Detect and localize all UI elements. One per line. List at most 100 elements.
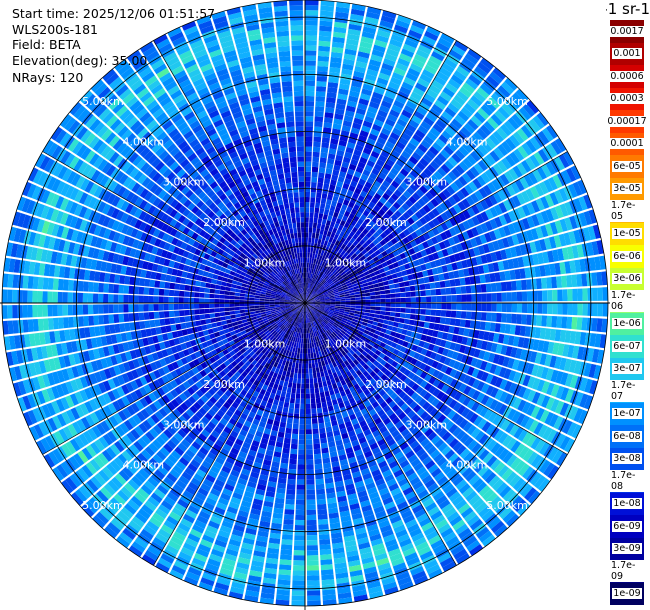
ppi-gate: [339, 292, 345, 296]
ppi-gate: [366, 323, 373, 328]
ppi-gate: [568, 231, 577, 245]
ppi-gate: [333, 211, 339, 218]
ppi-gate: [289, 402, 295, 409]
ppi-gate: [328, 77, 339, 84]
ppi-gate: [331, 276, 337, 281]
ppi-gate: [569, 374, 579, 389]
ppi-gate: [478, 330, 485, 340]
ppi-gate: [582, 288, 588, 301]
ppi-gate: [441, 332, 449, 340]
ppi-gate: [310, 197, 316, 203]
ppi-gate: [484, 169, 495, 181]
ppi-gate: [314, 280, 318, 286]
ppi-gate: [424, 428, 434, 438]
ppi-gate: [421, 521, 434, 532]
ppi-gate: [429, 316, 436, 323]
ppi-gate: [554, 220, 563, 234]
ppi-gate: [387, 380, 396, 389]
ppi-gate: [365, 374, 373, 381]
ppi-gate: [458, 463, 470, 475]
ppi-gate: [348, 314, 354, 319]
ppi-gate: [477, 144, 489, 156]
ppi-gate: [416, 303, 422, 309]
ppi-gate: [384, 377, 392, 385]
ppi-gate: [505, 346, 513, 357]
ppi-gate: [453, 225, 462, 235]
ppi-gate: [391, 464, 401, 474]
ppi-gate: [436, 371, 445, 381]
ppi-gate: [382, 393, 390, 401]
ppi-gate: [368, 242, 376, 249]
ppi-gate: [364, 347, 371, 354]
ppi-gate: [434, 99, 446, 110]
ppi-gate: [421, 194, 430, 204]
ppi-gate: [332, 195, 339, 202]
ppi-gate: [364, 338, 371, 344]
ppi-gate: [355, 229, 362, 236]
ppi-gate: [469, 166, 480, 178]
ppi-gate: [509, 246, 518, 258]
ppi-gate: [568, 406, 579, 421]
ppi-gate: [413, 179, 422, 188]
ppi-gate: [344, 311, 350, 315]
ppi-gate: [419, 371, 428, 380]
ppi-gate: [489, 363, 498, 374]
ppi-gate: [310, 242, 314, 249]
ppi-gate: [490, 252, 498, 262]
ppi-gate: [300, 393, 305, 399]
ppi-gate: [497, 465, 510, 478]
ppi-gate: [376, 356, 383, 363]
ppi-gate: [305, 146, 312, 152]
ppi-gate: [406, 186, 415, 196]
ppi-gate: [316, 498, 327, 505]
ppi-gate: [338, 261, 344, 267]
ppi-gate: [332, 288, 338, 292]
ppi-gate: [368, 408, 377, 417]
ppi-gate: [366, 68, 379, 77]
ppi-gate: [317, 503, 327, 510]
ppi-gate: [310, 278, 313, 284]
ppi-gate: [309, 305, 314, 309]
ppi-gate: [471, 368, 480, 378]
ppi-gate: [305, 383, 310, 389]
ppi-gate: [399, 334, 406, 341]
ppi-gate: [592, 303, 598, 317]
ppi-gate: [511, 313, 517, 324]
ppi-gate: [461, 57, 476, 69]
ppi-gate: [310, 303, 316, 304]
ppi-gate: [308, 232, 312, 238]
ppi-gate: [532, 115, 545, 130]
ppi-gate: [394, 451, 404, 460]
ppi-gate: [386, 240, 394, 248]
ppi-gate: [321, 267, 325, 273]
ppi-gate: [427, 395, 436, 404]
ppi-gate: [298, 449, 305, 455]
ppi-gate: [299, 424, 305, 430]
ppi-gate: [584, 332, 592, 346]
ppi-gate: [358, 317, 364, 322]
ppi-gate: [415, 296, 422, 303]
ppi-gate: [400, 482, 412, 492]
ppi-gate: [307, 288, 310, 294]
ppi-gate: [317, 330, 321, 336]
ppi-gate: [403, 369, 411, 377]
ppi-gate: [383, 58, 396, 67]
ppi-gate: [371, 275, 377, 281]
ppi-gate: [551, 316, 558, 328]
ppi-gate: [293, 545, 305, 551]
ppi-gate: [390, 167, 399, 176]
ppi-gate: [352, 283, 358, 287]
ppi-gate: [379, 105, 390, 114]
ppi-gate: [309, 283, 313, 289]
ppi-gate: [516, 193, 526, 205]
ppi-gate: [450, 544, 465, 556]
ppi-gate: [394, 433, 403, 443]
ppi-gate: [314, 121, 323, 128]
ppi-gate: [583, 362, 592, 377]
ppi-gate: [346, 282, 352, 287]
ppi-gate: [540, 225, 549, 238]
ppi-gate: [431, 80, 444, 91]
ppi-gate: [325, 107, 335, 114]
ppi-gate: [349, 18, 363, 26]
ppi-gate: [522, 255, 530, 267]
